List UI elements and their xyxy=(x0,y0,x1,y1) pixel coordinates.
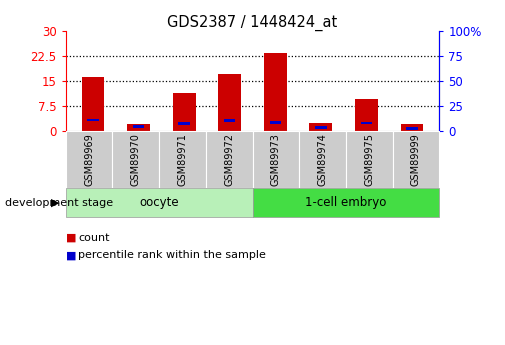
Bar xyxy=(87,119,98,121)
Bar xyxy=(224,119,235,122)
Bar xyxy=(315,126,327,129)
Text: GSM89972: GSM89972 xyxy=(224,133,234,186)
Bar xyxy=(127,125,150,131)
Text: percentile rank within the sample: percentile rank within the sample xyxy=(78,250,266,260)
Text: GSM89975: GSM89975 xyxy=(364,133,374,186)
Title: GDS2387 / 1448424_at: GDS2387 / 1448424_at xyxy=(167,15,338,31)
Text: oocyte: oocyte xyxy=(139,196,179,209)
Text: ■: ■ xyxy=(66,233,76,243)
Text: count: count xyxy=(78,233,110,243)
Bar xyxy=(355,99,378,131)
Bar xyxy=(173,93,195,131)
Text: development stage: development stage xyxy=(5,198,113,208)
Text: GSM89971: GSM89971 xyxy=(177,133,187,186)
Text: GSM89969: GSM89969 xyxy=(84,133,94,186)
Bar xyxy=(400,124,423,131)
Bar xyxy=(218,75,241,131)
Text: GSM89970: GSM89970 xyxy=(131,133,141,186)
Text: ■: ■ xyxy=(66,250,76,260)
Text: GSM89974: GSM89974 xyxy=(318,133,328,186)
Text: GSM89973: GSM89973 xyxy=(271,133,281,186)
Text: GSM89999: GSM89999 xyxy=(411,133,421,186)
Bar xyxy=(270,121,281,124)
Bar xyxy=(361,122,372,124)
Bar xyxy=(264,53,287,131)
Bar xyxy=(133,126,144,128)
Bar xyxy=(178,122,190,125)
Text: 1-cell embryo: 1-cell embryo xyxy=(305,196,387,209)
Bar xyxy=(82,77,105,131)
Text: ▶: ▶ xyxy=(52,198,60,208)
Bar xyxy=(407,127,418,130)
Bar xyxy=(310,123,332,131)
